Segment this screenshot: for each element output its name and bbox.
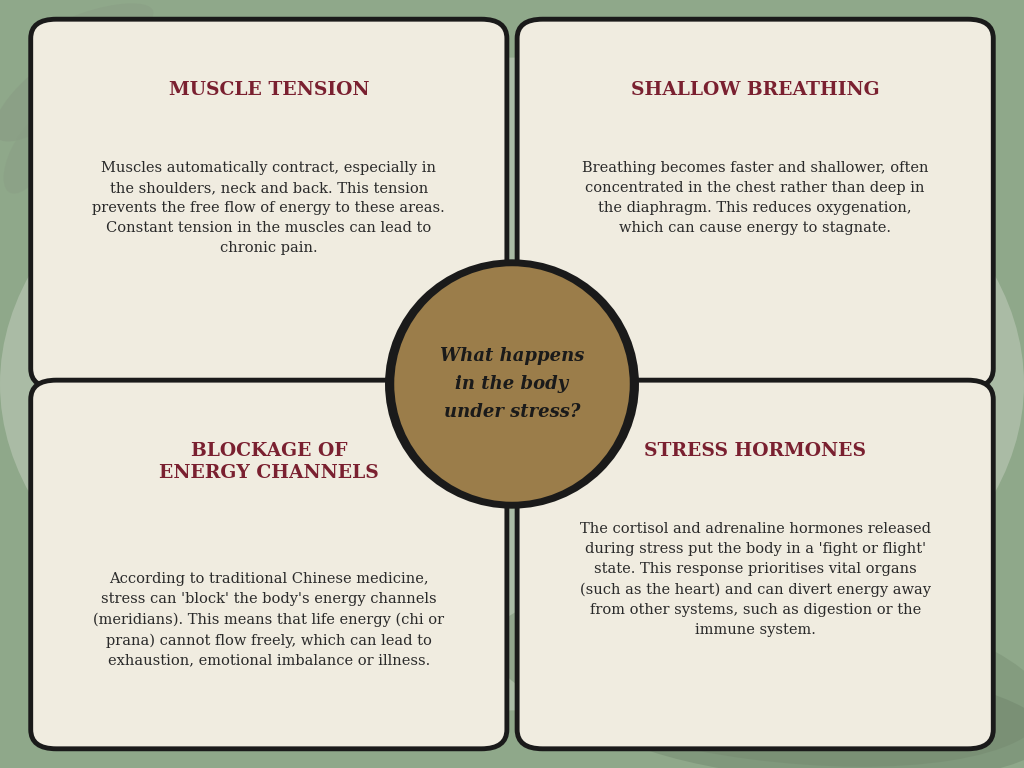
Ellipse shape bbox=[0, 58, 1024, 710]
Text: Muscles automatically contract, especially in
the shoulders, neck and back. This: Muscles automatically contract, especial… bbox=[92, 161, 445, 256]
Ellipse shape bbox=[590, 663, 1024, 768]
Ellipse shape bbox=[0, 43, 109, 141]
Ellipse shape bbox=[3, 114, 58, 194]
FancyBboxPatch shape bbox=[31, 19, 507, 388]
Text: The cortisol and adrenaline hormones released
during stress put the body in a 'f: The cortisol and adrenaline hormones rel… bbox=[580, 522, 931, 637]
Text: Breathing becomes faster and shallower, often
concentrated in the chest rather t: Breathing becomes faster and shallower, … bbox=[582, 161, 929, 236]
Text: According to traditional Chinese medicine,
stress can 'block' the body's energy : According to traditional Chinese medicin… bbox=[93, 572, 444, 667]
FancyBboxPatch shape bbox=[517, 19, 993, 388]
FancyBboxPatch shape bbox=[517, 380, 993, 749]
Text: STRESS HORMONES: STRESS HORMONES bbox=[644, 442, 866, 459]
Bar bbox=[497, 0, 527, 768]
Bar bbox=[0, 375, 1024, 394]
Text: What happens
in the body
under stress?: What happens in the body under stress? bbox=[440, 347, 584, 421]
FancyBboxPatch shape bbox=[31, 380, 507, 749]
Ellipse shape bbox=[490, 585, 1024, 766]
Text: MUSCLE TENSION: MUSCLE TENSION bbox=[169, 81, 369, 98]
Ellipse shape bbox=[385, 260, 639, 508]
Ellipse shape bbox=[31, 3, 154, 58]
Ellipse shape bbox=[394, 266, 630, 502]
Text: SHALLOW BREATHING: SHALLOW BREATHING bbox=[631, 81, 880, 98]
Text: BLOCKAGE OF
ENERGY CHANNELS: BLOCKAGE OF ENERGY CHANNELS bbox=[159, 442, 379, 482]
